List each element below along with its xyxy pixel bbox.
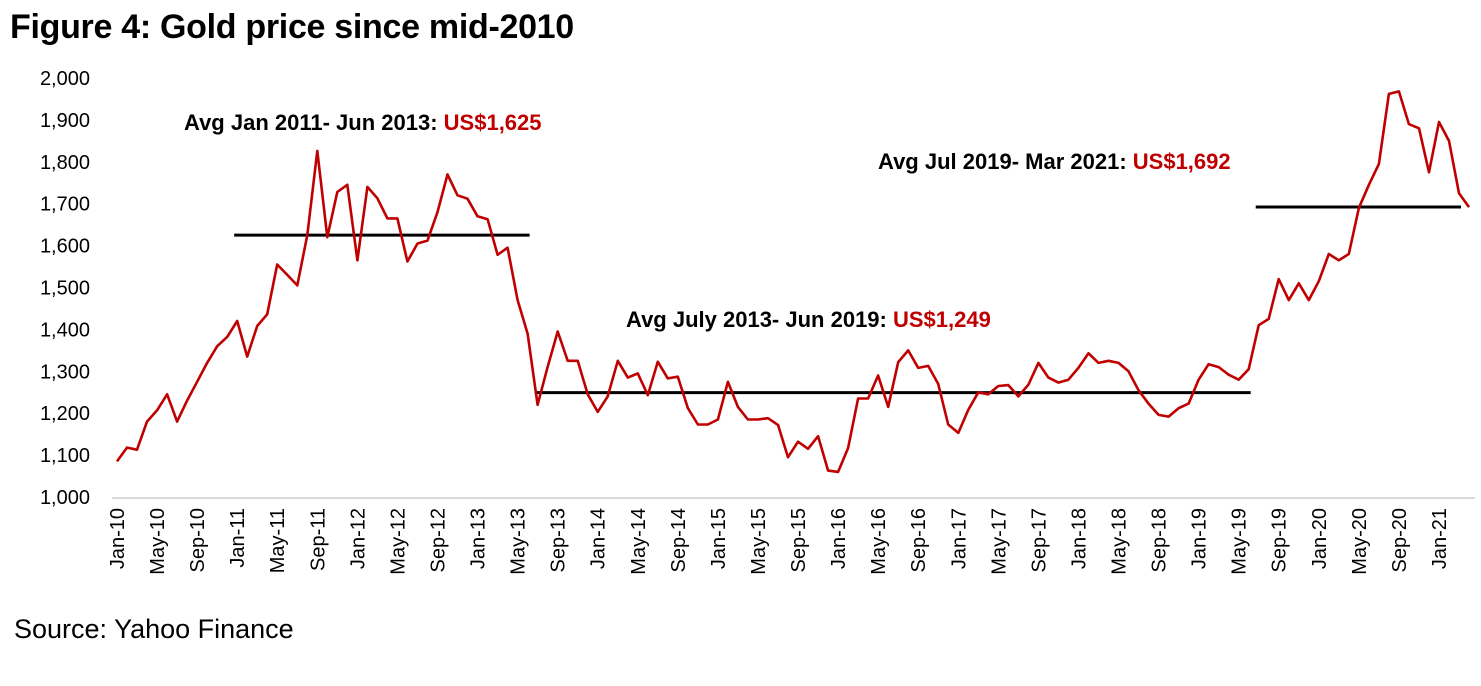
x-tick-label: Sep-14	[668, 508, 690, 573]
annotation-period: Avg July 2013- Jun 2019:	[626, 307, 893, 332]
y-tick-label: 1,100	[40, 445, 90, 467]
x-tick-label: Jan-17	[948, 508, 970, 569]
x-tick-label: Sep-18	[1149, 508, 1171, 573]
x-tick-label: May-19	[1229, 508, 1251, 575]
x-tick-label: Jan-12	[347, 508, 369, 569]
average-annotation: Avg Jul 2019- Mar 2021: US$1,692	[878, 149, 1231, 174]
y-tick-label: 1,800	[40, 152, 90, 174]
x-tick-label: Jan-13	[468, 508, 490, 569]
average-lines	[234, 205, 1462, 395]
x-tick-label: Jan-19	[1189, 508, 1211, 569]
x-tick-label: Sep-16	[908, 508, 930, 573]
x-tick-label: May-10	[147, 508, 169, 575]
x-tick-label: Jan-11	[227, 508, 249, 568]
x-tick-label: Jan-20	[1309, 508, 1331, 569]
x-tick-label: Sep-15	[788, 508, 810, 573]
x-tick-label: Sep-17	[1028, 508, 1050, 573]
annotation-value: US$1,692	[1133, 149, 1231, 174]
x-tick-label: Sep-19	[1269, 508, 1291, 573]
y-tick-label: 2,000	[40, 68, 90, 90]
average-annotation: Avg July 2013- Jun 2019: US$1,249	[626, 307, 991, 332]
y-tick-label: 1,200	[40, 403, 90, 425]
x-tick-label: May-12	[387, 508, 409, 575]
y-tick-label: 1,500	[40, 278, 90, 300]
y-tick-label: 1,900	[40, 110, 90, 132]
x-tick-label: Jan-14	[588, 508, 610, 569]
series-group	[115, 90, 1471, 474]
annotation-period: Avg Jul 2019- Mar 2021:	[878, 149, 1133, 174]
x-tick-label: May-13	[508, 508, 530, 575]
y-tick-label: 1,300	[40, 361, 90, 383]
x-tick-label: Sep-13	[548, 508, 570, 573]
x-tick-label: Jan-21	[1429, 508, 1451, 569]
x-tick-label: Sep-11	[307, 508, 329, 571]
x-tick-label: Jan-10	[107, 508, 129, 569]
x-axis: Jan-10 May-10 Sep-10 Jan-11 May-11 Sep-11 Jan-…	[107, 497, 1476, 575]
x-tick-label: Sep-10	[187, 508, 209, 573]
y-tick-label: 1,600	[40, 236, 90, 258]
x-tick-label: Jan-18	[1068, 508, 1090, 569]
annotations: Avg Jan 2011- Jun 2013: US$1,625 Avg July…	[184, 110, 1231, 332]
x-tick-label: May-20	[1349, 508, 1371, 575]
x-tick-label: May-17	[988, 508, 1010, 575]
annotation-period: Avg Jan 2011- Jun 2013:	[184, 110, 444, 135]
x-tick-label: May-15	[748, 508, 770, 575]
x-tick-label: May-11	[267, 508, 289, 573]
x-tick-label: Jan-15	[708, 508, 730, 569]
average-annotation: Avg Jan 2011- Jun 2013: US$1,625	[184, 110, 542, 135]
x-tick-label: May-18	[1109, 508, 1131, 575]
x-tick-label: Jan-16	[828, 508, 850, 569]
source-note: Source: Yahoo Finance	[14, 614, 294, 644]
annotation-value: US$1,625	[444, 110, 542, 135]
x-tick-label: Sep-20	[1389, 508, 1411, 573]
y-tick-label: 1,400	[40, 319, 90, 341]
y-tick-label: 1,000	[40, 487, 90, 509]
y-tick-label: 1,700	[40, 194, 90, 216]
x-tick-label: Sep-12	[427, 508, 449, 573]
chart-title: Figure 4: Gold price since mid-2010	[10, 8, 574, 46]
annotation-value: US$1,249	[893, 307, 991, 332]
gold-price-line	[115, 90, 1471, 474]
x-tick-label: May-14	[628, 508, 650, 575]
x-tick-label: May-16	[868, 508, 890, 575]
y-axis: 1,000 1,100 1,200 1,300 1,400 1,500 1,600 1,700…	[40, 68, 90, 509]
